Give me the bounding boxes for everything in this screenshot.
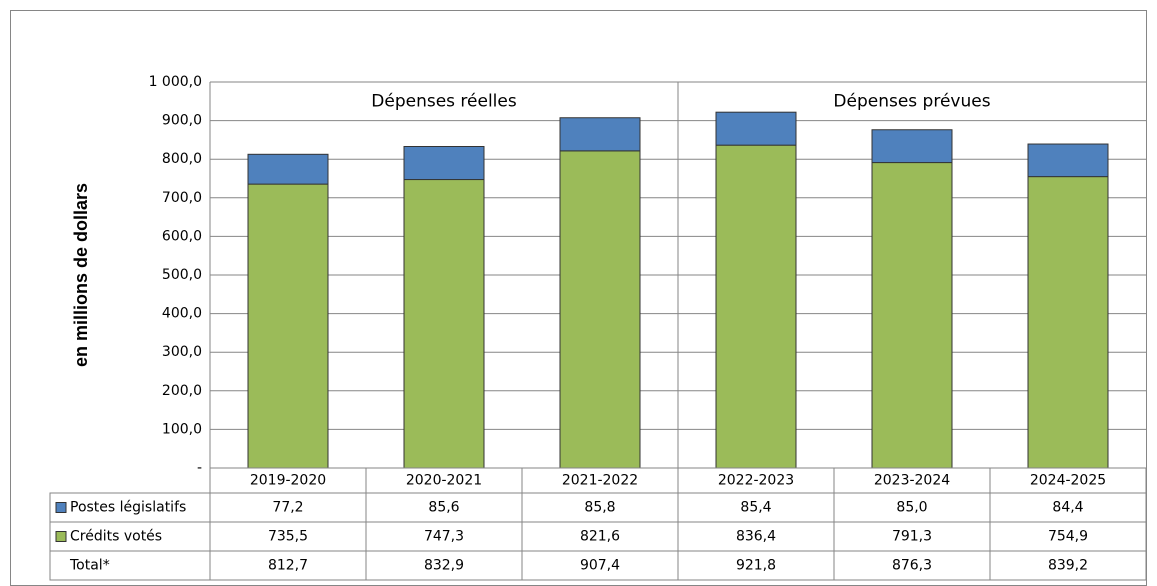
x-tick-label: 2024-2025 — [1030, 473, 1106, 489]
bar-segment — [715, 111, 797, 146]
bar-segment — [715, 144, 797, 469]
bar-segment — [1027, 143, 1109, 178]
bar-segment — [1027, 176, 1109, 469]
total-value: 839,2 — [1048, 558, 1088, 574]
x-tick-label: 2019-2020 — [250, 473, 326, 489]
data-label: 85,4 — [740, 500, 771, 516]
x-tick-label: 2023-2024 — [874, 473, 950, 489]
y-tick-label: - — [197, 460, 202, 476]
y-tick-label: 300,0 — [162, 344, 202, 360]
total-value: 921,8 — [736, 558, 776, 574]
x-tick-label: 2020-2021 — [406, 473, 482, 489]
data-label: 735,5 — [268, 529, 308, 545]
legend-swatch — [55, 531, 67, 542]
bar-segment — [403, 179, 485, 469]
data-label: 747,3 — [424, 529, 464, 545]
data-label: 77,2 — [272, 500, 303, 516]
data-label: 85,8 — [584, 500, 615, 516]
y-tick-label: 100,0 — [162, 421, 202, 437]
bar-segment — [403, 146, 485, 181]
y-tick-label: 700,0 — [162, 190, 202, 206]
group-label: Dépenses réelles — [371, 91, 517, 111]
bar-segment — [559, 117, 641, 152]
y-tick-label: 600,0 — [162, 228, 202, 244]
y-tick-label: 900,0 — [162, 113, 202, 129]
legend-label: Crédits votés — [70, 529, 162, 545]
bar-segment — [559, 150, 641, 469]
y-tick-label: 800,0 — [162, 151, 202, 167]
bar-segment — [247, 153, 329, 185]
total-value: 907,4 — [580, 558, 620, 574]
y-tick-label: 500,0 — [162, 267, 202, 283]
y-tick-label: 200,0 — [162, 383, 202, 399]
total-value: 876,3 — [892, 558, 932, 574]
data-label: 84,4 — [1052, 500, 1083, 516]
data-label: 791,3 — [892, 529, 932, 545]
data-label: 85,0 — [896, 500, 927, 516]
total-label: Total* — [69, 558, 110, 574]
y-tick-label: 1 000,0 — [149, 74, 202, 90]
bar-segment — [871, 129, 953, 164]
x-tick-label: 2022-2023 — [718, 473, 794, 489]
data-label: 821,6 — [580, 529, 620, 545]
total-value: 812,7 — [268, 558, 308, 574]
y-tick-label: 400,0 — [162, 306, 202, 322]
bar-segment — [871, 162, 953, 469]
data-label: 836,4 — [736, 529, 776, 545]
y-axis-label: en millions de dollars — [71, 183, 91, 367]
group-label: Dépenses prévues — [833, 91, 990, 111]
legend-swatch — [55, 502, 67, 513]
total-value: 832,9 — [424, 558, 464, 574]
data-label: 754,9 — [1048, 529, 1088, 545]
x-tick-label: 2021-2022 — [562, 473, 638, 489]
legend-label: Postes législatifs — [70, 500, 186, 516]
data-label: 85,6 — [428, 500, 459, 516]
bar-segment — [247, 183, 329, 469]
